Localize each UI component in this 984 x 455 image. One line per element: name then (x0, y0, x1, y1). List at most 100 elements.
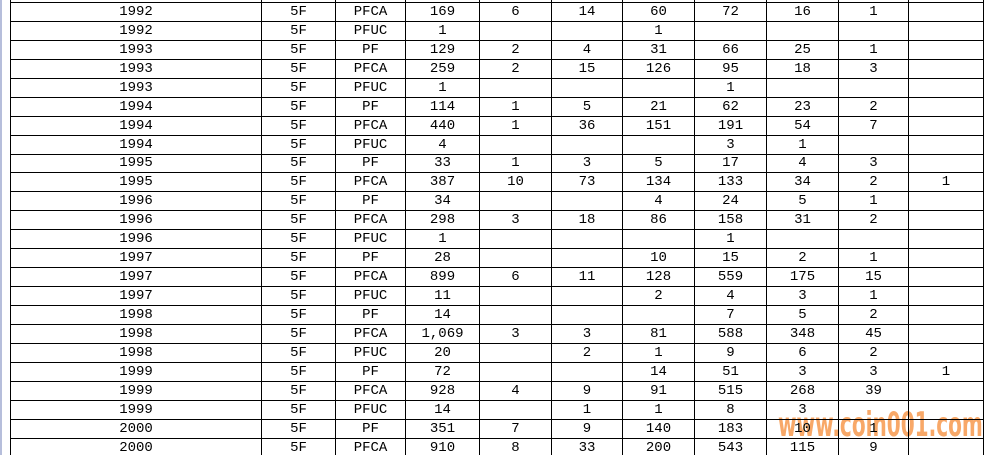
table-cell (479, 229, 552, 250)
table-cell: 1 (622, 20, 695, 41)
table-cell: 5F (261, 437, 336, 455)
table-cell: 3 (551, 153, 623, 174)
table-cell: 1 (479, 153, 552, 174)
table-cell: PF (335, 361, 406, 382)
table-cell: 34 (766, 172, 839, 193)
table-cell: 3 (479, 323, 552, 344)
table-cell: 1999 (10, 399, 262, 420)
table-cell: 5F (261, 115, 336, 136)
table-cell (622, 305, 695, 325)
table-cell: 3 (551, 323, 623, 344)
table-cell (622, 229, 695, 250)
table-cell: 24 (694, 191, 767, 212)
table-cell: 18 (551, 210, 623, 231)
table-cell: 1 (838, 286, 909, 306)
table-cell (908, 305, 984, 325)
table-cell: 1 (479, 115, 552, 136)
table-cell: 2000 (10, 418, 262, 439)
table-row: 1996 5F PF 34 4 24 5 1 (10, 191, 984, 212)
table-cell: 15 (838, 267, 909, 288)
table-cell: 4 (405, 134, 480, 155)
table-cell: 5F (261, 20, 336, 41)
table-cell (908, 380, 984, 401)
table-cell: 200 (622, 437, 695, 455)
table-cell: PF (335, 39, 406, 60)
table-cell: 1 (908, 172, 984, 193)
table-cell: 1 (838, 191, 909, 212)
table-cell (551, 191, 623, 212)
table-cell: 1996 (10, 191, 262, 212)
table-cell: 1 (838, 418, 909, 439)
table-cell (479, 248, 552, 269)
table-cell: 6 (479, 267, 552, 288)
table-cell (479, 134, 552, 155)
table-cell: 1 (622, 342, 695, 363)
table-cell: 129 (405, 39, 480, 60)
table-cell (479, 342, 552, 363)
table-cell: 126 (622, 58, 695, 79)
table-cell: 151 (622, 115, 695, 136)
table-cell: 1997 (10, 248, 262, 269)
table-cell (908, 342, 984, 363)
table-cell (908, 58, 984, 79)
table-row: 2000 5F PFCA 910 8 33 200 543 115 9 (10, 437, 984, 455)
table-cell: 5F (261, 191, 336, 212)
table-cell (479, 20, 552, 41)
table-cell: 54 (766, 115, 839, 136)
table-cell: 14 (551, 2, 623, 22)
table-cell (908, 210, 984, 231)
table-cell: PFCA (335, 380, 406, 401)
table-cell (908, 191, 984, 212)
table-row: 1994 5F PF 114 1 5 21 62 23 2 (10, 96, 984, 117)
table-cell: 5F (261, 380, 336, 401)
table-cell: 1999 (10, 361, 262, 382)
table-cell: 31 (766, 210, 839, 231)
table-cell: 114 (405, 96, 480, 117)
table-cell: 134 (622, 172, 695, 193)
table-cell: 1993 (10, 58, 262, 79)
table-cell: 2 (479, 58, 552, 79)
table-cell: 2 (838, 342, 909, 363)
table-cell: 899 (405, 267, 480, 288)
table-cell: 1 (838, 2, 909, 22)
table-cell: 5F (261, 305, 336, 325)
table-cell: 1998 (10, 305, 262, 325)
table-cell (551, 248, 623, 269)
table-cell: 1994 (10, 96, 262, 117)
table-cell: PF (335, 305, 406, 325)
table-cell: PFCA (335, 267, 406, 288)
table-cell: 1995 (10, 172, 262, 193)
table-cell: 33 (551, 437, 623, 455)
table-cell: 5 (766, 305, 839, 325)
table-cell: 5 (551, 96, 623, 117)
table-cell: 3 (766, 361, 839, 382)
table-cell: 91 (622, 380, 695, 401)
table-row: 1995 5F PFCA 387 10 73 134 133 34 2 1 (10, 172, 984, 193)
table-cell: 5F (261, 399, 336, 420)
table-row: 1994 5F PFCA 440 1 36 151 191 54 7 (10, 115, 984, 136)
table-cell: PFUC (335, 229, 406, 250)
table-cell: 1994 (10, 134, 262, 155)
table-cell: 72 (694, 2, 767, 22)
table-row: 2000 5F PF 351 7 9 140 183 10 1 (10, 418, 984, 439)
table-cell: 1 (622, 399, 695, 420)
table-cell: 5F (261, 323, 336, 344)
table-row: 1996 5F PFUC 1 1 (10, 229, 984, 250)
table-cell: 17 (694, 153, 767, 174)
table-cell: 2 (838, 210, 909, 231)
table-cell (479, 191, 552, 212)
table-cell: 183 (694, 418, 767, 439)
table-cell (908, 115, 984, 136)
table-cell: 9 (694, 342, 767, 363)
table-cell (908, 96, 984, 117)
table-cell: 31 (622, 39, 695, 60)
table-cell (479, 399, 552, 420)
table-row: 1995 5F PF 33 1 3 5 17 4 3 (10, 153, 984, 174)
table-row: 1997 5F PFUC 11 2 4 3 1 (10, 286, 984, 306)
table-cell (838, 20, 909, 41)
table-cell: 8 (479, 437, 552, 455)
table-cell (766, 20, 839, 41)
data-table: 1992 5F PFCA 169 6 14 60 72 16 1 1992 5F PFUC 1 1 1993 5… (10, 0, 984, 455)
table-cell: 1999 (10, 380, 262, 401)
